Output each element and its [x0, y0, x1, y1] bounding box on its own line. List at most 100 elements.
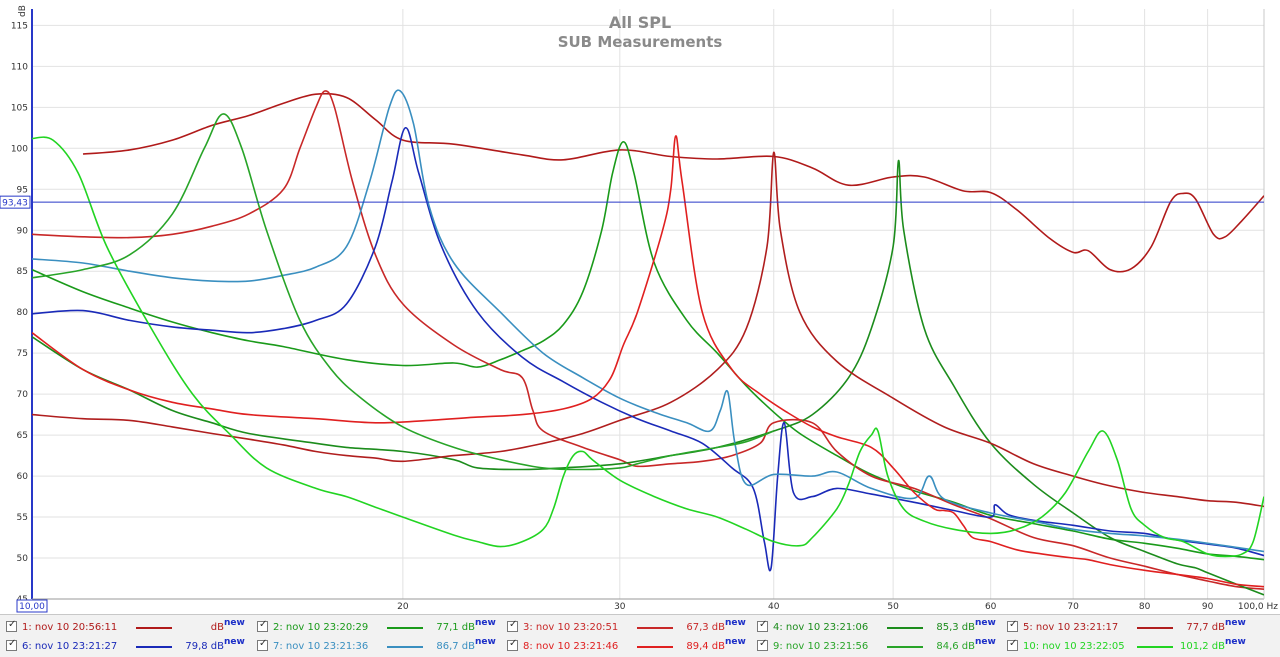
legend-swatch: [1137, 627, 1173, 629]
x-axis: 10,00 20 30 40 50 60 70 80 90 100,0 Hz: [16, 599, 1278, 613]
legend-label: 2: nov 10 23:20:29: [273, 622, 369, 633]
y-tick-label: 60: [17, 472, 29, 482]
series-line-3: [32, 90, 1264, 590]
reference-label-box: [0, 195, 31, 209]
y-tick-label: 90: [17, 226, 29, 236]
legend-checkbox[interactable]: [6, 619, 17, 632]
x-tick-label: 30: [614, 602, 626, 612]
legend-swatch: [387, 646, 423, 648]
legend-swatch: [887, 627, 923, 629]
legend-checkbox[interactable]: [1007, 638, 1018, 651]
y-tick-label: 100: [11, 144, 28, 154]
legend-new-badge: new: [475, 637, 496, 647]
series-line-9: [32, 113, 774, 471]
y-tick-label: 80: [17, 308, 29, 318]
legend-new-badge: new: [475, 618, 496, 628]
legend-checkbox[interactable]: [1007, 619, 1018, 632]
legend-label: 8: nov 10 23:21:46: [523, 641, 619, 652]
series-line-7: [32, 89, 1264, 553]
legend-value: 77,1 dB: [436, 622, 475, 633]
legend-value: 77,7 dB: [1186, 622, 1225, 633]
x-tick-label: 90: [1202, 602, 1214, 612]
legend-value: 84,6 dB: [936, 641, 975, 652]
legend-new-badge: new: [1225, 637, 1246, 647]
x-tick-label: 70: [1067, 602, 1079, 612]
legend-swatch: [637, 627, 673, 629]
legend-checkbox[interactable]: [757, 638, 768, 651]
legend-swatch: [637, 646, 673, 648]
legend-label: 10: nov 10 23:22:05: [1023, 641, 1125, 652]
legend-new-badge: new: [725, 637, 746, 647]
legend-swatch: [136, 646, 172, 648]
x-tick-label: 60: [985, 602, 997, 612]
series-line-2: [32, 141, 1264, 561]
legend-label: 7: nov 10 23:21:36: [273, 641, 369, 652]
legend-new-badge: new: [224, 618, 245, 628]
x-tick-label: 10,00: [19, 602, 45, 612]
y-tick-label: 75: [17, 349, 28, 359]
legend-checkbox[interactable]: [257, 619, 268, 632]
y-tick-label: 55: [17, 513, 28, 523]
reference-line: 93,43: [0, 195, 1264, 209]
legend-value: 89,4 dB: [686, 641, 725, 652]
legend-value: 79,8 dB: [185, 641, 224, 652]
legend-value: 101,2 dB: [1179, 641, 1225, 652]
grid: [31, 9, 1265, 600]
legend-checkbox[interactable]: [507, 638, 518, 651]
series-line-10: [32, 136, 1264, 558]
legend-value: 85,3 dB: [936, 622, 975, 633]
y-tick-label: 115: [11, 21, 28, 31]
legend-new-badge: new: [975, 618, 996, 628]
legend-checkbox[interactable]: [507, 619, 518, 632]
spl-chart: 4550556065707580859095100105110115 10,00…: [0, 5, 1279, 613]
legend-new-badge: new: [725, 618, 746, 628]
y-tick-label: 85: [17, 267, 28, 277]
legend: 1: nov 10 20:56:11dBnew2: nov 10 23:20:2…: [0, 614, 1280, 657]
x-start-box: [16, 599, 48, 613]
series-line-5: [32, 151, 1264, 508]
legend-checkbox[interactable]: [6, 638, 17, 651]
x-tick-label: 20: [397, 602, 409, 612]
y-tick-label: 70: [17, 390, 29, 400]
legend-new-badge: new: [1225, 618, 1246, 628]
y-tick-label: 105: [11, 103, 28, 113]
y-tick-label: 110: [11, 62, 28, 72]
y-tick-label: 95: [17, 185, 28, 195]
legend-label: 3: nov 10 23:20:51: [523, 622, 619, 633]
legend-swatch: [387, 627, 423, 629]
legend-value: 67,3 dB: [686, 622, 725, 633]
x-tick-label: 80: [1139, 602, 1151, 612]
legend-value: 86,7 dB: [436, 641, 475, 652]
legend-checkbox[interactable]: [757, 619, 768, 632]
legend-label: 5: nov 10 23:21:17: [1023, 622, 1119, 633]
chart-title: All SPL: [609, 13, 671, 32]
reference-label: 93,43: [2, 199, 28, 209]
legend-label: 1: nov 10 20:56:11: [22, 622, 118, 633]
legend-label: 9: nov 10 23:21:56: [773, 641, 869, 652]
legend-label: 6: nov 10 23:21:27: [22, 641, 118, 652]
legend-new-badge: new: [975, 637, 996, 647]
x-tick-label: 50: [887, 602, 899, 612]
legend-new-badge: new: [224, 637, 245, 647]
legend-value: dB: [210, 622, 224, 633]
legend-swatch: [1137, 646, 1173, 648]
x-tick-label: 40: [768, 602, 780, 612]
y-tick-label: 50: [17, 554, 29, 564]
legend-swatch: [887, 646, 923, 648]
legend-swatch: [136, 627, 172, 629]
series-line-1: [82, 92, 1264, 273]
x-tick-label: 100,0 Hz: [1238, 602, 1278, 612]
legend-checkbox[interactable]: [257, 638, 268, 651]
series-line-4: [32, 159, 1264, 596]
y-axis-label: dB: [18, 5, 28, 17]
series-lines: [32, 89, 1264, 596]
